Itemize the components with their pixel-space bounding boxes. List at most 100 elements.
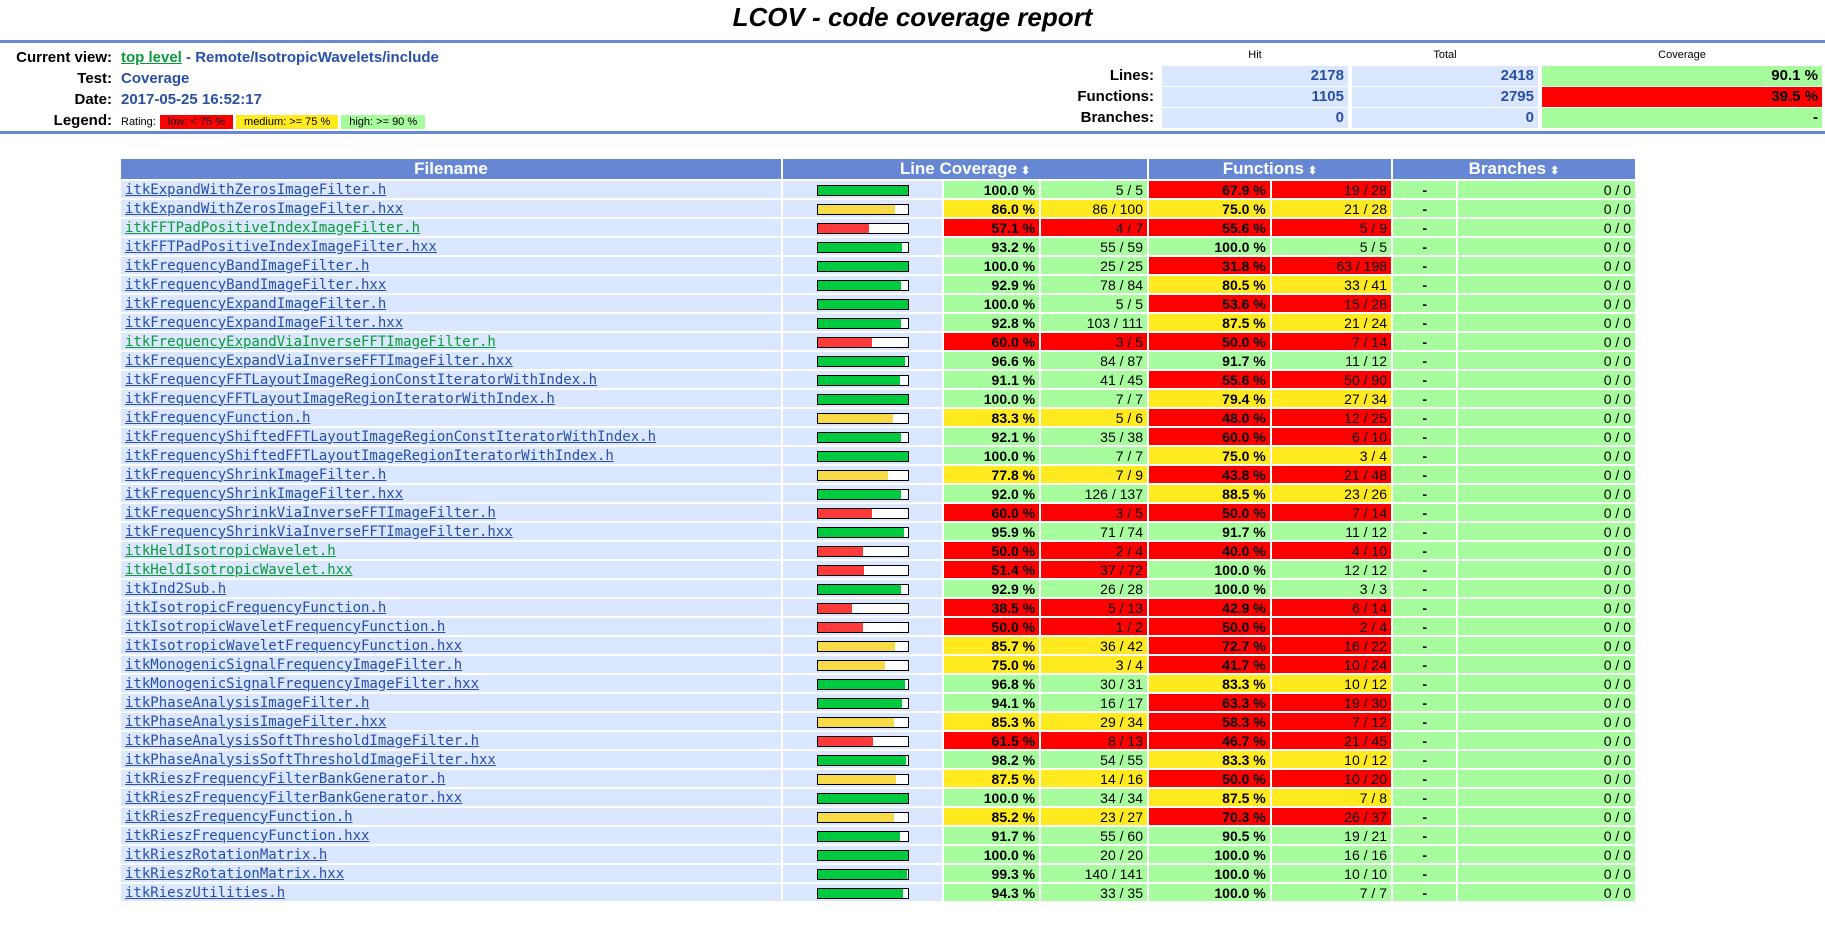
page-title: LCOV - code coverage report	[732, 2, 1093, 32]
col-branches[interactable]: Branches ⬍	[1393, 159, 1635, 179]
functions-count: 5 / 9	[1271, 219, 1391, 236]
functions-percent: 42.9 %	[1149, 599, 1270, 616]
current-path: Remote/IsotropicWavelets/include	[195, 49, 439, 66]
file-link[interactable]: itkFrequencyShiftedFFTLayoutImageRegionC…	[125, 428, 657, 445]
file-link[interactable]: itkIsotropicWaveletFrequencyFunction.h	[125, 618, 446, 635]
functions-percent: 43.8 %	[1149, 466, 1270, 483]
line-coverage-percent: 98.2 %	[944, 751, 1040, 768]
branches-count: 0 / 0	[1458, 295, 1635, 312]
sort-icon[interactable]: ⬍	[1020, 165, 1031, 177]
legend-rating-label: Rating:	[121, 116, 156, 128]
sort-icon[interactable]: ⬍	[1550, 165, 1560, 177]
line-coverage-count: 41 / 45	[1041, 371, 1147, 388]
file-link[interactable]: itkExpandWithZerosImageFilter.h	[125, 181, 387, 198]
file-link[interactable]: itkRieszRotationMatrix.hxx	[125, 865, 345, 882]
line-coverage-count: 5 / 5	[1041, 295, 1147, 312]
file-link[interactable]: itkFrequencyShrinkViaInverseFFTImageFilt…	[125, 504, 496, 521]
branches-percent: -	[1393, 599, 1457, 616]
file-link[interactable]: itkFFTPadPositiveIndexImageFilter.h	[125, 219, 421, 236]
branches-percent: -	[1393, 238, 1457, 255]
stat-col-hit: Hit	[1248, 49, 1262, 61]
filename-cell: itkFrequencyShiftedFFTLayoutImageRegionC…	[121, 428, 781, 445]
branches-percent: -	[1393, 504, 1457, 521]
stat-col-coverage: Coverage	[1658, 49, 1706, 61]
file-link[interactable]: itkPhaseAnalysisImageFilter.hxx	[125, 713, 387, 730]
file-link[interactable]: itkHeldIsotropicWavelet.hxx	[125, 561, 353, 578]
coverage-bar-fill	[817, 870, 908, 880]
coverage-bar-fill	[817, 642, 895, 652]
file-link[interactable]: itkPhaseAnalysisImageFilter.h	[125, 694, 370, 711]
line-coverage-percent: 100.0 %	[944, 846, 1040, 863]
functions-count: 10 / 20	[1271, 770, 1391, 787]
file-link[interactable]: itkRieszFrequencyFilterBankGenerator.h	[125, 770, 446, 787]
filename-cell: itkFrequencyExpandImageFilter.h	[121, 295, 781, 312]
file-link[interactable]: itkRieszUtilities.h	[125, 884, 286, 901]
file-link[interactable]: itkHeldIsotropicWavelet.h	[125, 542, 336, 559]
file-link[interactable]: itkPhaseAnalysisSoftThresholdImageFilter…	[125, 732, 480, 749]
file-link[interactable]: itkFrequencyExpandImageFilter.hxx	[125, 314, 404, 331]
file-link[interactable]: itkInd2Sub.h	[125, 580, 227, 597]
file-link[interactable]: itkFrequencyShrinkImageFilter.hxx	[125, 485, 404, 502]
line-coverage-bar-cell	[783, 694, 943, 711]
sort-icon[interactable]: ⬍	[1308, 165, 1318, 177]
branches-percent: -	[1393, 181, 1457, 198]
line-coverage-bar-cell	[783, 504, 943, 521]
file-link[interactable]: itkPhaseAnalysisSoftThresholdImageFilter…	[125, 751, 496, 768]
lines-total: 2418	[1352, 66, 1538, 86]
file-link[interactable]: itkIsotropicFrequencyFunction.h	[125, 599, 387, 616]
file-link[interactable]: itkFrequencyFFTLayoutImageRegionConstIte…	[125, 371, 598, 388]
file-link[interactable]: itkMonogenicSignalFrequencyImageFilter.h…	[125, 675, 480, 692]
line-coverage-percent: 61.5 %	[944, 732, 1040, 749]
file-link[interactable]: itkFrequencyExpandViaInverseFFTImageFilt…	[125, 352, 513, 369]
file-link[interactable]: itkExpandWithZerosImageFilter.hxx	[125, 200, 404, 217]
line-coverage-percent: 57.1 %	[944, 219, 1040, 236]
branches-percent: -	[1393, 618, 1457, 635]
coverage-bar	[816, 869, 909, 881]
file-link[interactable]: itkFrequencyExpandViaInverseFFTImageFilt…	[125, 333, 496, 350]
col-functions[interactable]: Functions ⬍	[1149, 159, 1391, 179]
file-link[interactable]: itkFrequencyShrinkImageFilter.h	[125, 466, 387, 483]
file-link[interactable]: itkFrequencyShrinkViaInverseFFTImageFilt…	[125, 523, 513, 540]
file-link[interactable]: itkIsotropicWaveletFrequencyFunction.hxx	[125, 637, 463, 654]
branches-count: 0 / 0	[1458, 713, 1635, 730]
line-coverage-bar-cell	[783, 181, 943, 198]
branches-percent: -	[1393, 580, 1457, 597]
line-coverage-count: 103 / 111	[1041, 314, 1147, 331]
file-link[interactable]: itkRieszFrequencyFilterBankGenerator.hxx	[125, 789, 463, 806]
coverage-bar-fill	[817, 623, 863, 633]
filename-cell: itkFrequencyExpandImageFilter.hxx	[121, 314, 781, 331]
lines-coverage: 90.1 %	[1542, 66, 1822, 86]
file-link[interactable]: itkRieszFrequencyFunction.hxx	[125, 827, 370, 844]
coverage-bar-fill	[817, 243, 902, 253]
filename-cell: itkExpandWithZerosImageFilter.h	[121, 181, 781, 198]
filename-cell: itkFrequencyBandImageFilter.h	[121, 257, 781, 274]
col-line-coverage[interactable]: Line Coverage ⬍	[783, 159, 1147, 179]
branches-percent: -	[1393, 428, 1457, 445]
line-coverage-bar-cell	[783, 751, 943, 768]
line-coverage-percent: 91.1 %	[944, 371, 1040, 388]
functions-count: 50 / 90	[1271, 371, 1391, 388]
functions-percent: 100.0 %	[1149, 580, 1270, 597]
file-link[interactable]: itkRieszFrequencyFunction.h	[125, 808, 353, 825]
file-link[interactable]: itkMonogenicSignalFrequencyImageFilter.h	[125, 656, 463, 673]
functions-count: 21 / 28	[1271, 200, 1391, 217]
file-link[interactable]: itkFrequencyFunction.h	[125, 409, 311, 426]
functions-percent: 83.3 %	[1149, 675, 1270, 692]
file-link[interactable]: itkRieszRotationMatrix.h	[125, 846, 328, 863]
file-link[interactable]: itkFrequencyShiftedFFTLayoutImageRegionI…	[125, 447, 614, 464]
file-link[interactable]: itkFrequencyBandImageFilter.h	[125, 257, 370, 274]
line-coverage-bar-cell	[783, 542, 943, 559]
filename-cell: itkPhaseAnalysisSoftThresholdImageFilter…	[121, 751, 781, 768]
branches-percent: -	[1393, 295, 1457, 312]
table-row: itkFrequencyShiftedFFTLayoutImageRegionC…	[121, 428, 1635, 445]
top-level-link[interactable]: top level	[121, 49, 182, 66]
file-link[interactable]: itkFrequencyExpandImageFilter.h	[125, 295, 387, 312]
file-link[interactable]: itkFrequencyBandImageFilter.hxx	[125, 276, 387, 293]
file-link[interactable]: itkFrequencyFFTLayoutImageRegionIterator…	[125, 390, 555, 407]
line-coverage-percent: 99.3 %	[944, 865, 1040, 882]
file-link[interactable]: itkFFTPadPositiveIndexImageFilter.hxx	[125, 238, 437, 255]
functions-percent: 55.6 %	[1149, 219, 1270, 236]
coverage-bar-fill	[817, 319, 902, 329]
line-coverage-bar-cell	[783, 219, 943, 236]
line-coverage-percent: 93.2 %	[944, 238, 1040, 255]
